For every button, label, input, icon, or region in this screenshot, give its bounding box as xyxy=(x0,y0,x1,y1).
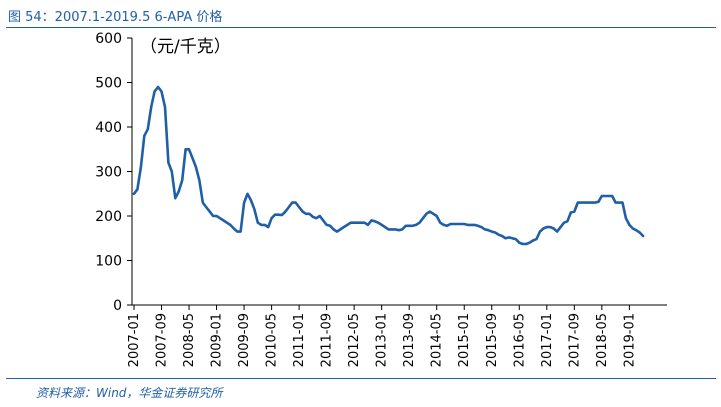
x-tick-label: 2009-09 xyxy=(237,313,252,367)
x-tick-label: 2019-01 xyxy=(622,313,637,367)
x-tick-label: 2015-09 xyxy=(485,313,500,367)
x-tick-label: 2013-01 xyxy=(375,313,390,367)
source-note: 资料来源：Wind，华金证券研究所 xyxy=(36,386,223,400)
y-tick-label: 300 xyxy=(95,165,122,181)
x-tick-label: 2011-09 xyxy=(320,313,335,367)
x-axis-ticks: 2007-01 2007-09 2008-05 2009-01 2009-09 2010-… xyxy=(127,305,637,367)
y-tick-label: 100 xyxy=(95,254,122,270)
x-tick-label: 2018-05 xyxy=(595,313,610,367)
x-tick-label: 2010-05 xyxy=(265,313,280,367)
x-tick-label: 2012-05 xyxy=(347,313,362,367)
x-tick-label: 2013-09 xyxy=(402,313,417,367)
series-lines xyxy=(132,85,645,246)
x-tick-label: 2014-05 xyxy=(430,313,445,367)
x-tick-label: 2007-09 xyxy=(155,313,170,367)
x-tick-label: 2007-01 xyxy=(127,313,142,367)
y-tick-label: 400 xyxy=(95,120,122,136)
chart-axes xyxy=(131,38,667,306)
y-tick-label: 0 xyxy=(113,298,122,314)
title-divider xyxy=(6,27,716,28)
y-tick-label: 500 xyxy=(95,76,122,92)
y-tick-label: 200 xyxy=(95,209,122,225)
unit-label: （元/千克） xyxy=(140,37,231,57)
x-tick-label: 2008-05 xyxy=(182,313,197,367)
x-tick-label: 2011-01 xyxy=(292,313,307,367)
y-tick-label: 600 xyxy=(95,31,122,47)
y-axis-ticks: 0 100 200 300 400 500 600 xyxy=(95,31,132,314)
footer-divider xyxy=(6,378,716,379)
price-series-line xyxy=(132,85,645,246)
x-tick-label: 2009-01 xyxy=(210,313,225,367)
x-tick-label: 2016-05 xyxy=(512,313,527,367)
x-tick-label: 2017-09 xyxy=(567,313,582,367)
figure-title: 图 54：2007.1-2019.5 6-APA 价格 xyxy=(8,10,223,25)
x-tick-label: 2017-01 xyxy=(540,313,555,367)
x-tick-label: 2015-01 xyxy=(457,313,472,367)
